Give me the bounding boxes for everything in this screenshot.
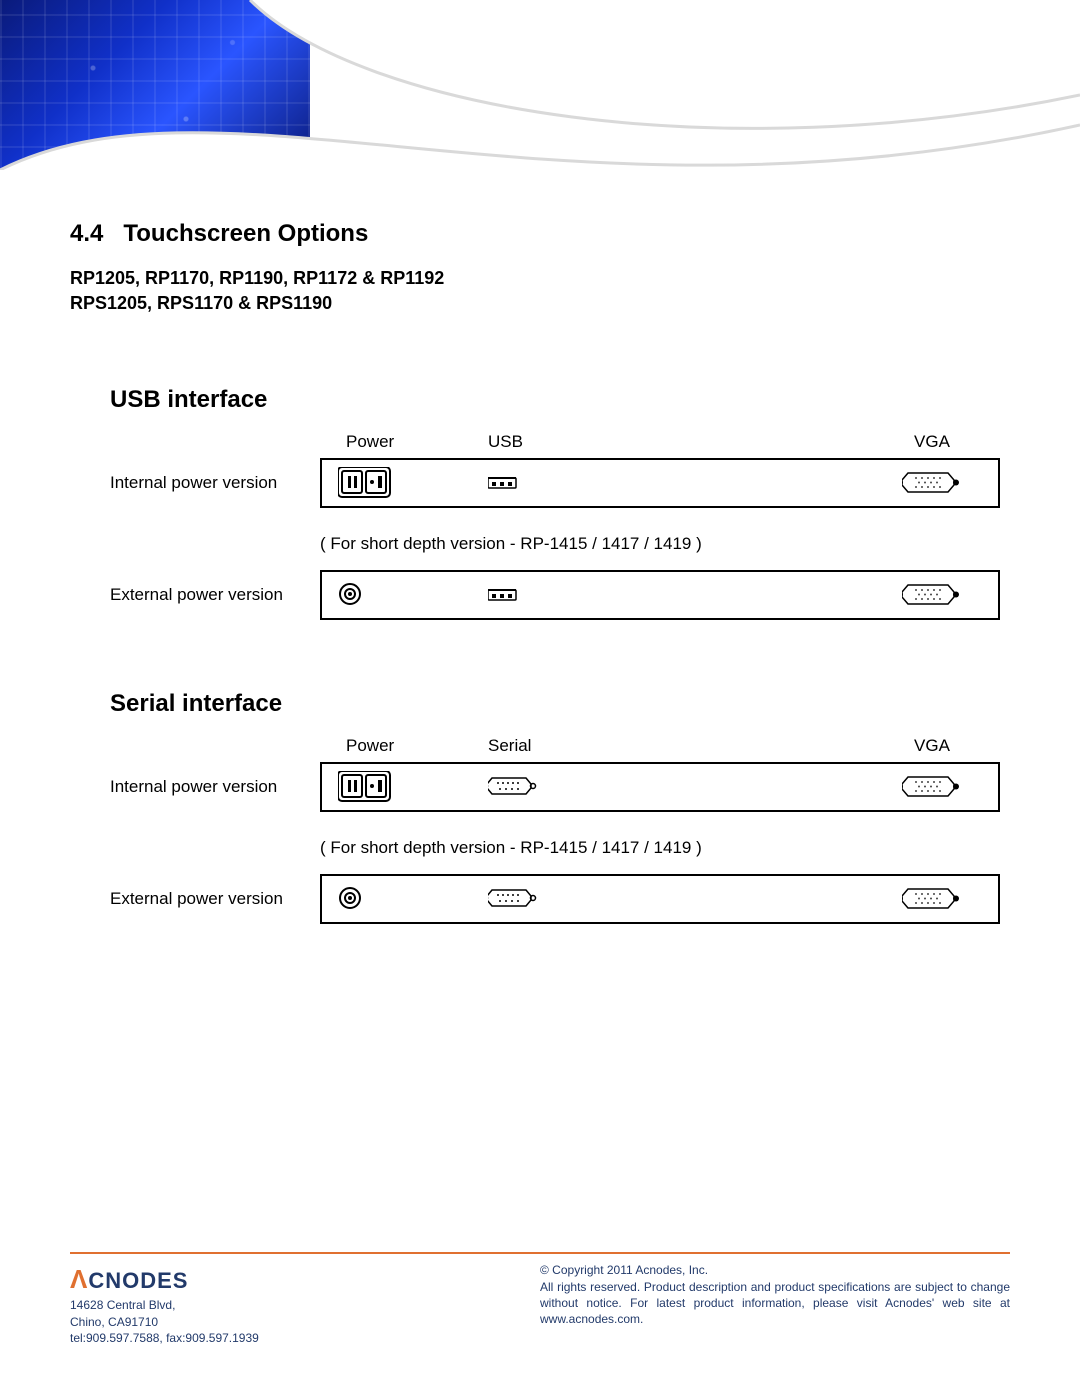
usb-external-label: External power version [110, 585, 320, 605]
usb-external-panel [320, 570, 1000, 620]
vga-port-icon [872, 775, 992, 799]
dc-jack-icon [328, 582, 488, 608]
col-vga: VGA [872, 432, 992, 452]
usb-port-icon [488, 587, 872, 603]
serial-internal-panel [320, 762, 1000, 812]
usb-internal-row: Internal power version [110, 458, 1000, 508]
usb-internal-label: Internal power version [110, 473, 320, 493]
footer-legal: All rights reserved. Product description… [540, 1279, 1010, 1328]
serial-interface-block: Serial interface Power Serial VGA Intern… [70, 690, 1010, 924]
model-line-2: RPS1205, RPS1170 & RPS1190 [70, 291, 1010, 316]
col-power: Power [328, 432, 488, 452]
circuit-board-image [0, 0, 310, 170]
page-content: 4.4 Touchscreen Options RP1205, RP1170, … [70, 220, 1010, 924]
usb-note-row: ( For short depth version - RP-1415 / 14… [110, 508, 1000, 570]
serial-note: ( For short depth version - RP-1415 / 14… [320, 812, 1000, 874]
serial-external-label: External power version [110, 889, 320, 909]
model-line-1: RP1205, RP1170, RP1190, RP1172 & RP1192 [70, 266, 1010, 291]
serial-note-row: ( For short depth version - RP-1415 / 14… [110, 812, 1000, 874]
usb-external-row: External power version [110, 570, 1000, 620]
header-band [0, 0, 1080, 170]
footer-left: ΛACNODESCNODES 14628 Central Blvd, Chino… [70, 1262, 540, 1346]
usb-port-icon [488, 475, 872, 491]
serial-internal-row: Internal power version [110, 762, 1000, 812]
serial-header-row: Power Serial VGA [110, 736, 1000, 762]
vga-port-icon [872, 887, 992, 911]
serial-external-panel [320, 874, 1000, 924]
acnodes-logo: ΛACNODESCNODES [70, 1262, 540, 1297]
serial-column-headers: Power Serial VGA [320, 736, 1000, 762]
usb-interface-title: USB interface [110, 386, 1000, 414]
footer-addr2: Chino, CA91710 [70, 1314, 540, 1330]
footer-copyright: © Copyright 2011 Acnodes, Inc. [540, 1262, 1010, 1278]
serial-port-icon [488, 776, 872, 798]
serial-external-row: External power version [110, 874, 1000, 924]
serial-port-icon [488, 888, 872, 910]
dc-jack-icon [328, 886, 488, 912]
col-usb: USB [488, 432, 872, 452]
usb-column-headers: Power USB VGA [320, 432, 1000, 458]
usb-interface-block: USB interface Power USB VGA Internal pow… [70, 386, 1010, 620]
section-title: 4.4 Touchscreen Options [70, 220, 1010, 248]
serial-internal-label: Internal power version [110, 777, 320, 797]
page-footer: ΛACNODESCNODES 14628 Central Blvd, Chino… [70, 1252, 1010, 1346]
usb-internal-panel [320, 458, 1000, 508]
footer-rule [70, 1252, 1010, 1254]
usb-header-row: Power USB VGA [110, 432, 1000, 458]
serial-interface-title: Serial interface [110, 690, 1000, 718]
footer-right: © Copyright 2011 Acnodes, Inc. All right… [540, 1262, 1010, 1346]
vga-port-icon [872, 471, 992, 495]
col-vga: VGA [872, 736, 992, 756]
footer-addr3: tel:909.597.7588, fax:909.597.1939 [70, 1330, 540, 1346]
usb-note: ( For short depth version - RP-1415 / 14… [320, 508, 1000, 570]
section-number: 4.4 [70, 220, 103, 247]
col-power: Power [328, 736, 488, 756]
ac-inlet-icon [328, 467, 488, 499]
col-serial: Serial [488, 736, 872, 756]
section-heading: Touchscreen Options [123, 220, 368, 247]
model-list: RP1205, RP1170, RP1190, RP1172 & RP1192 … [70, 266, 1010, 316]
vga-port-icon [872, 583, 992, 607]
footer-addr1: 14628 Central Blvd, [70, 1297, 540, 1313]
ac-inlet-icon [328, 771, 488, 803]
